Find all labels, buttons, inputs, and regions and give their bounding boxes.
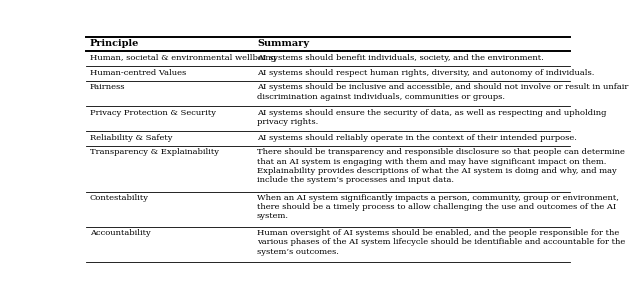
- Text: Transparency & Explainability: Transparency & Explainability: [90, 148, 219, 156]
- Text: Principle: Principle: [90, 39, 140, 48]
- Text: Accountability: Accountability: [90, 229, 150, 237]
- Text: Fairness: Fairness: [90, 83, 125, 91]
- Text: Human-centred Values: Human-centred Values: [90, 69, 186, 77]
- Text: Human oversight of AI systems should be enabled, and the people responsible for : Human oversight of AI systems should be …: [257, 229, 625, 256]
- Text: AI systems should reliably operate in the context of their intended purpose.: AI systems should reliably operate in th…: [257, 133, 577, 141]
- Text: AI systems should ensure the security of data, as well as respecting and upholdi: AI systems should ensure the security of…: [257, 109, 607, 126]
- Text: AI systems should benefit individuals, society, and the environment.: AI systems should benefit individuals, s…: [257, 54, 544, 62]
- Text: There should be transparency and responsible disclosure so that people can deter: There should be transparency and respons…: [257, 148, 625, 184]
- Text: AI systems should be inclusive and accessible, and should not involve or result : AI systems should be inclusive and acces…: [257, 83, 628, 101]
- Text: Privacy Protection & Security: Privacy Protection & Security: [90, 109, 216, 117]
- Text: AI systems should respect human rights, diversity, and autonomy of individuals.: AI systems should respect human rights, …: [257, 69, 595, 77]
- Text: Contestability: Contestability: [90, 194, 149, 202]
- Text: Human, societal & environmental wellbeing: Human, societal & environmental wellbein…: [90, 54, 276, 62]
- Text: When an AI system significantly impacts a person, community, group or environmen: When an AI system significantly impacts …: [257, 194, 619, 220]
- Text: Reliability & Safety: Reliability & Safety: [90, 133, 172, 141]
- Text: Summary: Summary: [257, 39, 309, 48]
